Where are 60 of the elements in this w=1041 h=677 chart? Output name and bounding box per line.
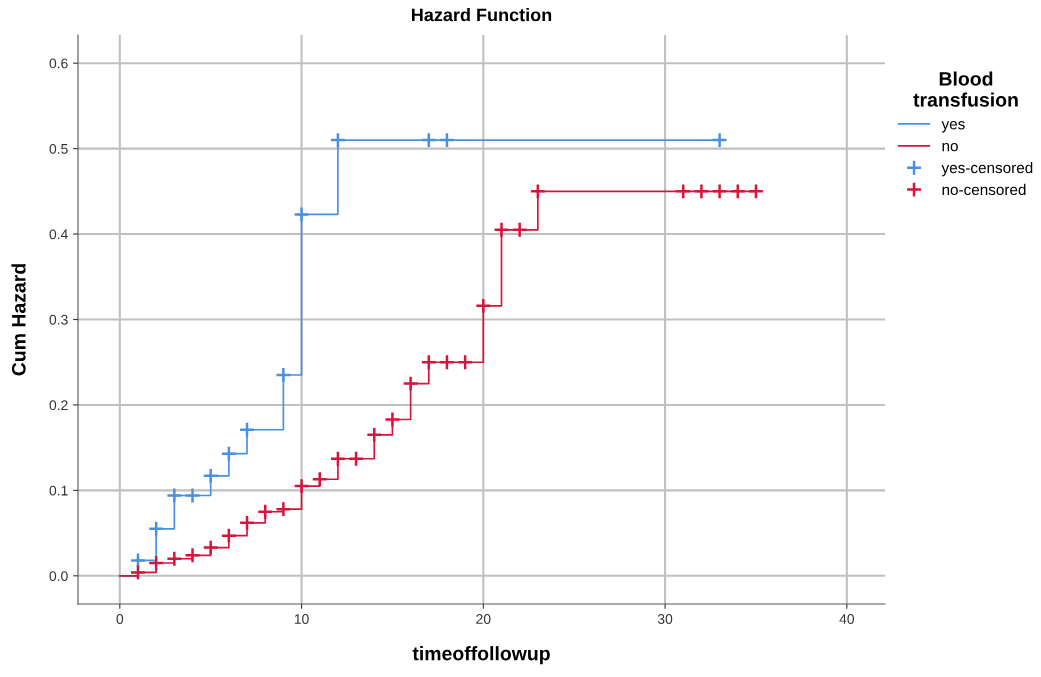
point — [347, 450, 365, 467]
x-tick-label: 40 — [839, 614, 855, 624]
point — [257, 503, 274, 520]
point — [420, 131, 437, 149]
point — [384, 411, 401, 428]
point — [747, 183, 765, 200]
y-tick-label: 0.2 — [49, 400, 68, 411]
point — [202, 539, 219, 556]
y-axis-title: Cum Hazard — [11, 264, 26, 376]
legend-label: yes — [941, 121, 965, 133]
point — [275, 366, 292, 384]
legend-title: Blood transfusion — [913, 71, 1018, 107]
point — [293, 477, 310, 495]
point — [366, 426, 383, 444]
y-tick-label: 0.5 — [49, 143, 68, 154]
point — [184, 547, 201, 564]
point — [129, 564, 147, 581]
point — [329, 450, 347, 467]
x-tick-label: 30 — [657, 614, 673, 624]
point — [711, 183, 728, 200]
legend-label: no — [942, 142, 958, 152]
x-tick-label: 0 — [116, 614, 124, 624]
point — [438, 131, 456, 149]
x-axis-title: timeoffollowup — [412, 646, 550, 665]
point — [438, 354, 456, 371]
point — [166, 487, 183, 504]
y-tick-label: 0.4 — [49, 229, 68, 240]
point — [475, 297, 492, 315]
legend-label: yes-censored — [941, 161, 1033, 177]
point — [238, 514, 256, 532]
point — [166, 550, 183, 567]
point — [311, 471, 328, 488]
point — [493, 221, 510, 238]
y-tick-label: 0.3 — [49, 314, 68, 325]
point — [202, 467, 219, 485]
point — [293, 206, 310, 223]
x-tick-label: 20 — [476, 614, 491, 624]
x-tick-label: 10 — [294, 614, 309, 624]
point — [184, 487, 201, 504]
point — [402, 375, 419, 392]
point — [329, 131, 347, 149]
point — [675, 183, 692, 200]
point — [238, 421, 256, 438]
y-tick-label: 0.1 — [49, 485, 68, 496]
point — [456, 354, 474, 371]
point — [147, 554, 165, 572]
point — [529, 183, 547, 200]
point — [220, 445, 238, 462]
point — [693, 183, 710, 200]
point — [275, 500, 292, 518]
point — [711, 131, 728, 149]
point — [420, 354, 437, 371]
y-tick-label: 0.6 — [49, 58, 68, 69]
point — [147, 520, 165, 538]
chart-title: Hazard Function — [411, 8, 552, 22]
point — [220, 527, 238, 544]
y-tick-label: 0.0 — [49, 571, 68, 581]
point — [729, 183, 746, 200]
legend-label: no-censored — [942, 183, 1026, 196]
point — [511, 221, 528, 238]
